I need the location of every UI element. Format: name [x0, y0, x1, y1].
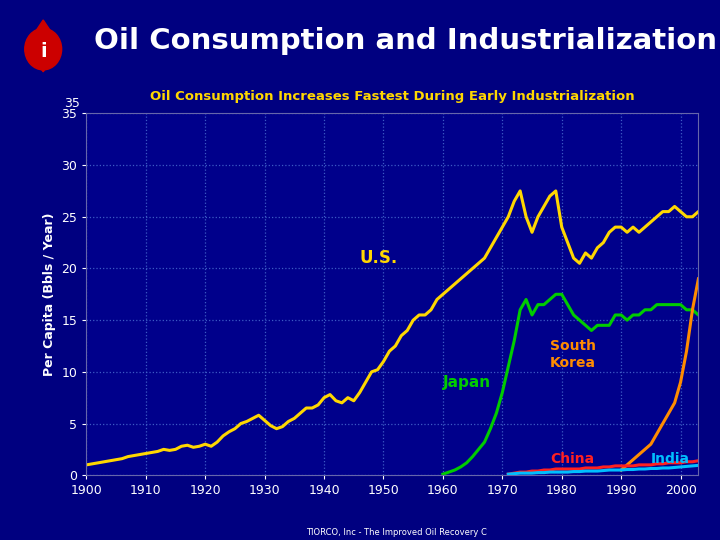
- Text: 35: 35: [64, 97, 80, 110]
- Polygon shape: [26, 20, 60, 72]
- Text: India: India: [651, 452, 690, 466]
- Y-axis label: Per Capita (Bbls / Year): Per Capita (Bbls / Year): [43, 213, 56, 376]
- Text: Japan: Japan: [443, 375, 491, 390]
- Text: China: China: [550, 452, 594, 466]
- Text: South
Korea: South Korea: [550, 340, 596, 370]
- Text: U.S.: U.S.: [360, 249, 398, 267]
- Circle shape: [24, 29, 62, 70]
- Text: i: i: [40, 42, 47, 60]
- Text: TIORCO, Inc - The Improved Oil Recovery C: TIORCO, Inc - The Improved Oil Recovery …: [305, 528, 487, 537]
- Text: Oil Consumption and Industrialization: Oil Consumption and Industrialization: [94, 28, 716, 55]
- Text: Oil Consumption Increases Fastest During Early Industrialization: Oil Consumption Increases Fastest During…: [150, 90, 635, 103]
